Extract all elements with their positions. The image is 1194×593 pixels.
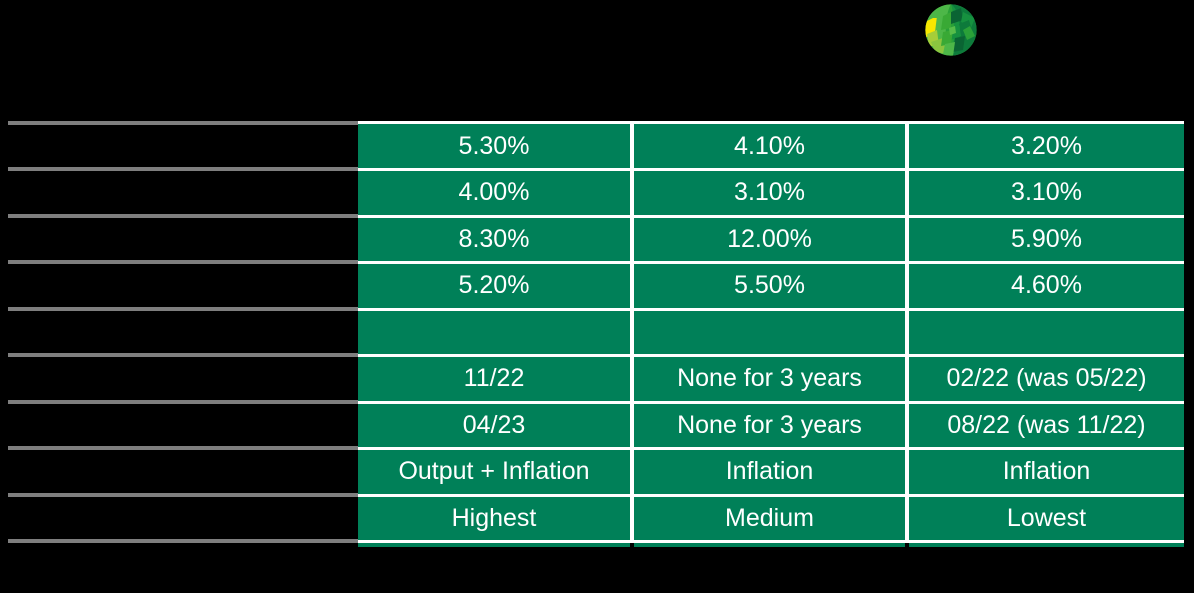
column-gap [905, 496, 909, 543]
faceted-globe-icon [925, 4, 977, 56]
table-cell: 02/22 (was 05/22) [909, 357, 1184, 404]
table-cell [634, 310, 905, 357]
column-gap [905, 310, 909, 357]
column-gap [905, 264, 909, 311]
table-cell: 04/23 [358, 403, 630, 450]
table-cell: Output + Inflation [358, 450, 630, 497]
table-cell: None for 3 years [634, 403, 905, 450]
table-cell: Lowest [909, 496, 1184, 543]
row-label [8, 403, 358, 450]
column-gap [630, 217, 634, 264]
table-cell: Medium [634, 496, 905, 543]
row-label [8, 121, 358, 171]
row-label [8, 310, 358, 357]
table-bottom-border [909, 543, 1184, 547]
table-grid: 5.30% 4.10% 3.20% 4.00% 3.10% 3.10% 8.30… [8, 121, 1184, 543]
column-gap [905, 357, 909, 404]
table-cell: 5.50% [634, 264, 905, 311]
table-cell: 4.00% [358, 171, 630, 218]
table-cell: 5.30% [358, 121, 630, 171]
column-gap [905, 450, 909, 497]
row-label [8, 357, 358, 404]
table-cell [909, 310, 1184, 357]
row-label [8, 264, 358, 311]
company-logo-globe-icon [925, 4, 977, 56]
column-gap [630, 496, 634, 543]
table-cell [358, 310, 630, 357]
table-cell: 8.30% [358, 217, 630, 264]
table-bottom-border [634, 543, 905, 547]
table-cell: 3.20% [909, 121, 1184, 171]
column-gap [905, 217, 909, 264]
table-cell: 4.10% [634, 121, 905, 171]
column-gap [630, 357, 634, 404]
table-cell: Inflation [909, 450, 1184, 497]
row-label [8, 496, 358, 543]
column-gap [630, 310, 634, 357]
column-gap [630, 450, 634, 497]
column-gap [630, 121, 634, 171]
row-label [8, 171, 358, 218]
row-label [8, 217, 358, 264]
table-cell: 3.10% [634, 171, 905, 218]
table-cell: 11/22 [358, 357, 630, 404]
table-cell: Inflation [634, 450, 905, 497]
table-cell: 5.20% [358, 264, 630, 311]
table-cell: 3.10% [909, 171, 1184, 218]
row-label [8, 450, 358, 497]
column-gap [630, 403, 634, 450]
table-cell: 08/22 (was 11/22) [909, 403, 1184, 450]
comparison-table: 5.30% 4.10% 3.20% 4.00% 3.10% 3.10% 8.30… [8, 121, 1184, 547]
table-bottom-border [358, 543, 630, 547]
table-cell: Highest [358, 496, 630, 543]
column-gap [630, 171, 634, 218]
table-cell: 5.90% [909, 217, 1184, 264]
table-cell: 12.00% [634, 217, 905, 264]
column-gap [905, 171, 909, 218]
table-cell: None for 3 years [634, 357, 905, 404]
table-cell: 4.60% [909, 264, 1184, 311]
column-gap [905, 403, 909, 450]
column-gap [630, 264, 634, 311]
column-gap [905, 121, 909, 171]
